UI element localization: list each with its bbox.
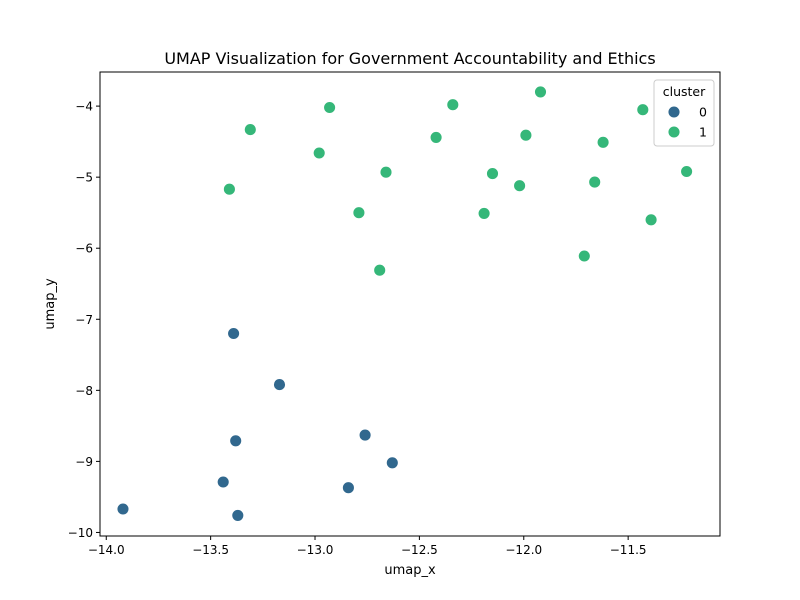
plot-area	[99, 71, 721, 537]
data-point	[243, 123, 257, 137]
data-point	[519, 128, 533, 142]
y-tick-label: −8	[75, 384, 93, 398]
x-tick-label: −14.0	[88, 543, 125, 557]
data-point	[341, 481, 355, 495]
data-point	[273, 378, 286, 392]
data-point	[636, 103, 650, 117]
data-point	[373, 263, 387, 277]
data-point	[352, 206, 366, 220]
data-point	[358, 428, 372, 442]
data-point	[222, 182, 236, 196]
data-point	[477, 206, 491, 220]
data-point	[379, 165, 393, 179]
legend-marker	[667, 125, 681, 139]
data-point	[429, 130, 443, 144]
data-point	[446, 98, 460, 112]
y-tick-label: −9	[75, 455, 93, 469]
data-point	[231, 508, 245, 522]
data-point	[227, 327, 241, 340]
x-tick-label: −12.0	[505, 543, 542, 557]
y-axis-ticks: −10 −9 −8 −7 −6 −5 −4	[68, 100, 100, 540]
data-point	[596, 135, 610, 149]
x-tick-label: −13.0	[297, 543, 334, 557]
data-point	[513, 179, 527, 193]
data-point	[680, 165, 694, 178]
y-tick-label: −6	[75, 242, 93, 256]
x-axis-ticks: −14.0 −13.5 −13.0 −12.5 −12.0 −11.5	[88, 536, 647, 557]
legend-label: 1	[699, 125, 707, 140]
series-1	[222, 85, 694, 277]
y-tick-label: −4	[75, 100, 93, 114]
x-tick-label: −13.5	[192, 543, 229, 557]
data-point	[216, 475, 230, 489]
series-0	[116, 327, 399, 522]
y-tick-label: −10	[68, 526, 93, 540]
axes-frame	[99, 71, 721, 537]
x-tick-label: −11.5	[610, 543, 647, 557]
data-point	[577, 249, 591, 263]
y-tick-label: −5	[75, 171, 93, 185]
legend-title: cluster	[663, 84, 706, 99]
data-point	[588, 175, 602, 189]
legend: cluster 0 1	[653, 79, 715, 147]
y-tick-label: −7	[75, 313, 93, 327]
chart-title: UMAP Visualization for Government Accoun…	[164, 49, 655, 68]
data-point	[644, 213, 658, 227]
data-point	[385, 456, 399, 470]
x-axis-label: umap_x	[384, 563, 436, 578]
data-point	[534, 85, 547, 99]
data-point	[486, 167, 499, 181]
data-point	[229, 434, 243, 448]
legend-label: 0	[699, 105, 707, 120]
x-tick-label: −12.5	[401, 543, 438, 557]
data-point	[312, 146, 326, 160]
data-point	[323, 101, 337, 114]
legend-marker	[667, 105, 681, 119]
y-axis-label: umap_y	[43, 278, 58, 330]
data-point	[116, 502, 130, 516]
